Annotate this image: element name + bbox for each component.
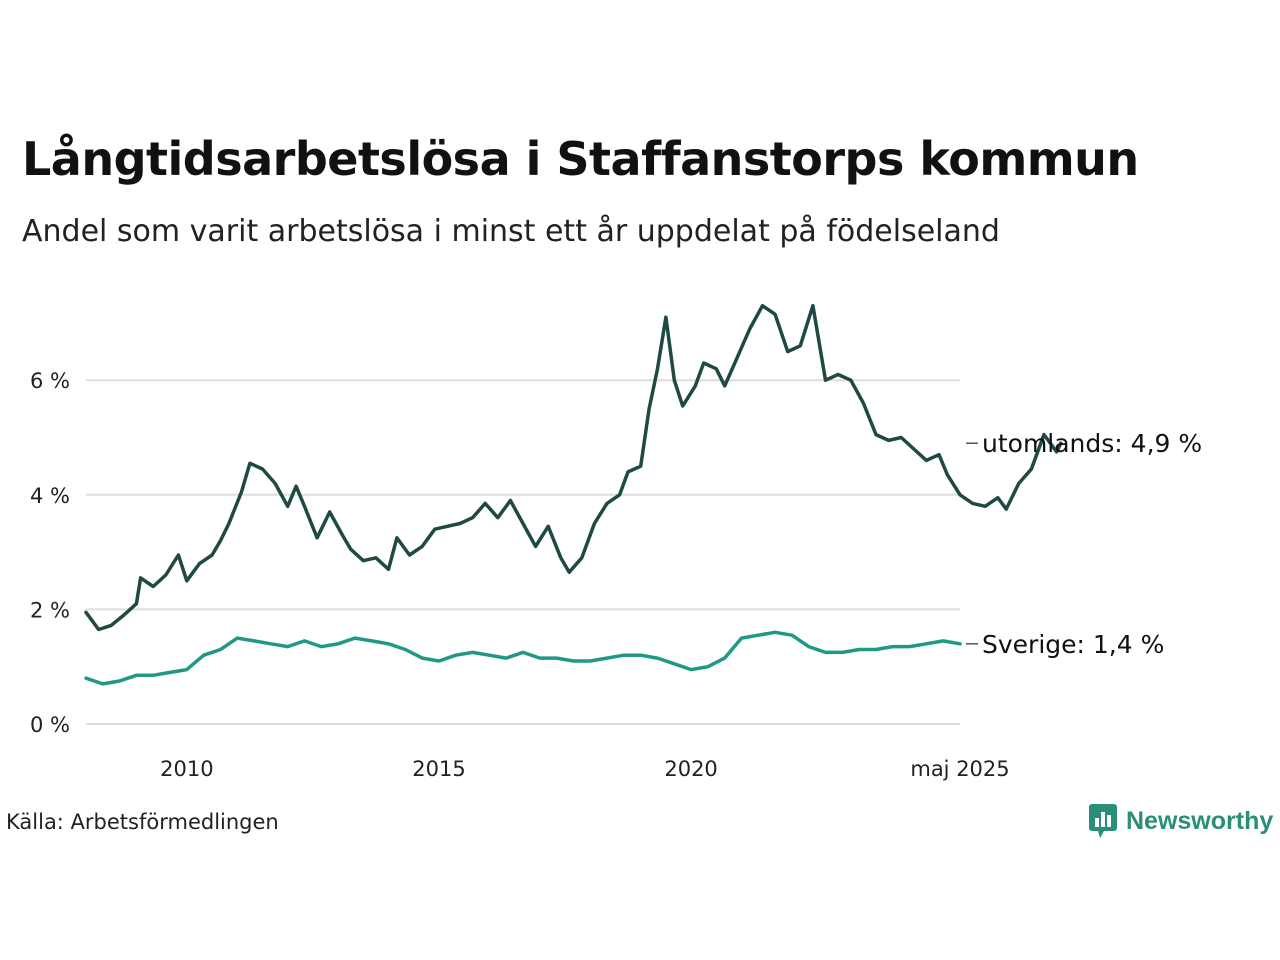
y-tick-label: 4 %	[30, 484, 70, 508]
series-line-utomlands	[84, 303, 1063, 632]
x-tick-label: 2015	[412, 757, 465, 781]
end-label-utomlands: utomlands: 4,9 %	[982, 429, 1202, 458]
y-tick-label: 0 %	[30, 713, 70, 737]
y-tick-label: 2 %	[30, 598, 70, 622]
end-label-sverige: Sverige: 1,4 %	[982, 630, 1164, 659]
series-line-sverige	[84, 630, 962, 686]
y-tick-label: 6 %	[30, 369, 70, 393]
source-note: Källa: Arbetsförmedlingen	[6, 810, 279, 834]
brand-name: Newsworthy	[1126, 806, 1274, 835]
brand-logo[interactable]: Newsworthy	[1088, 803, 1273, 839]
x-tick-label: 2010	[160, 757, 213, 781]
x-tick-label: 2020	[664, 757, 717, 781]
chart-title: Långtidsarbetslösa i Staffanstorps kommu…	[22, 132, 1139, 186]
line-chart: 0 % 2 % 4 % 6 % 2010 2015 2020 maj 2025 utomland…	[30, 303, 1202, 781]
chart-subtitle: Andel som varit arbetslösa i minst ett å…	[22, 214, 1000, 249]
x-tick-label: maj 2025	[910, 757, 1009, 781]
newsworthy-logo-icon	[1089, 804, 1117, 838]
